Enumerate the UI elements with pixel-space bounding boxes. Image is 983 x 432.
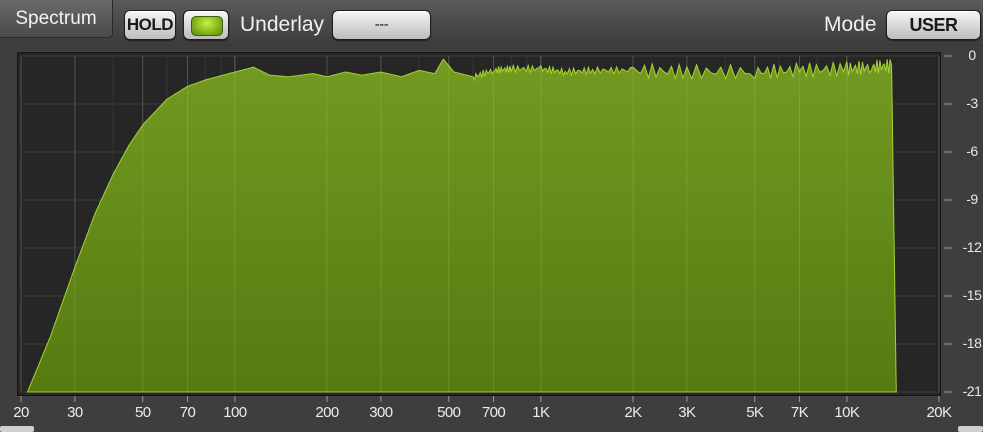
x-tick-label: 7K [790,404,809,421]
y-tick-label: -3 [966,95,978,111]
x-tick-label: 700 [481,404,506,421]
x-tick-label: 1K [532,404,550,421]
y-tick-label: -18 [962,335,982,351]
x-tick-label: 10K [834,404,860,421]
x-tick-label: 20K [926,404,952,421]
x-tick-label: 70 [179,404,196,421]
y-tick-label: -12 [962,239,982,255]
led-indicator-icon [191,16,223,36]
spectrum-area [26,58,897,393]
x-tick-label: 5K [746,404,764,421]
x-tick-label: 300 [369,404,393,421]
tab-spectrum[interactable]: Spectrum [0,0,113,38]
mode-select[interactable]: USER [886,10,981,40]
y-tick-label: -6 [966,143,978,159]
x-tick-label: 200 [315,404,339,421]
y-tick-label: 0 [968,47,976,63]
x-tick-label: 30 [67,404,83,421]
x-tick-label: 3K [678,404,696,421]
underlay-label: Underlay [240,13,325,36]
underlay-select[interactable]: --- [332,10,431,40]
scroll-handle-left[interactable] [0,426,34,432]
mode-label: Mode [824,13,877,36]
y-tick-label: -15 [962,287,982,303]
hold-button[interactable]: HOLD [124,10,176,40]
hold-led-toggle[interactable] [183,10,229,40]
y-tick-label: -9 [966,191,978,207]
x-tick-label: 100 [223,404,247,421]
x-tick-label: 50 [135,404,151,421]
x-tick-label: 2K [624,404,642,421]
y-tick-label: -21 [962,383,982,399]
x-tick-label: 500 [437,404,461,421]
scroll-handle-right[interactable] [958,426,983,432]
x-tick-label: 20 [13,404,29,421]
